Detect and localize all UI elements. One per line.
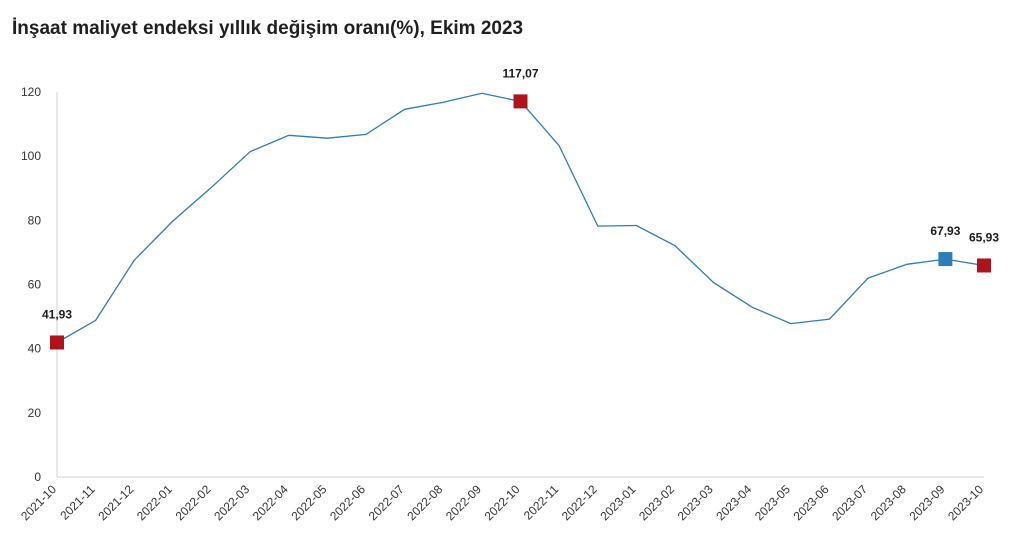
x-tick-label: 2023-02 — [636, 482, 677, 523]
y-tick-label: 100 — [21, 149, 41, 163]
data-point-marker — [938, 252, 953, 267]
data-label: 117,07 — [502, 66, 538, 80]
series-line — [56, 92, 985, 344]
x-tick-label: 2022-08 — [404, 482, 445, 523]
data-label: 65,93 — [969, 230, 999, 244]
highlight-markers — [50, 94, 991, 350]
x-tick-label: 2021-12 — [95, 482, 136, 523]
x-tick-label: 2023-03 — [675, 482, 716, 523]
x-tick-label: 2022-05 — [288, 482, 329, 523]
x-tick-label: 2022-03 — [211, 482, 252, 523]
y-tick-label: 60 — [28, 278, 42, 292]
x-tick-label: 2022-04 — [250, 482, 291, 523]
y-tick-label: 20 — [28, 406, 42, 420]
x-tick-label: 2022-02 — [173, 482, 214, 523]
series-line-group — [56, 92, 985, 344]
x-tick-label: 2022-11 — [521, 482, 562, 523]
y-tick-label: 120 — [21, 85, 41, 99]
y-axis-ticks: 0 20 40 60 80 100 120 — [21, 85, 41, 484]
x-tick-label: 2022-01 — [134, 482, 175, 523]
x-tick-label: 2023-05 — [752, 482, 793, 523]
x-tick-label: 2022-09 — [443, 482, 484, 523]
x-axis-ticks: 2021-102021-112021-122022-012022-022022-… — [18, 482, 986, 523]
x-tick-label: 2021-11 — [57, 482, 98, 523]
data-point-marker — [513, 94, 528, 109]
x-tick-label: 2022-07 — [366, 482, 407, 523]
chart-title: İnşaat maliyet endeksi yıllık değişim or… — [12, 18, 524, 39]
x-tick-label: 2023-07 — [829, 482, 870, 523]
data-label: 41,93 — [42, 307, 72, 321]
y-tick-label: 40 — [28, 342, 42, 356]
x-tick-label: 2022-10 — [482, 482, 523, 523]
x-tick-label: 2023-01 — [597, 482, 638, 523]
x-tick-label: 2022-12 — [559, 482, 600, 523]
data-point-marker — [977, 258, 991, 273]
x-tick-label: 2023-06 — [791, 482, 832, 523]
chart-axes — [56, 92, 984, 478]
y-tick-label: 80 — [28, 213, 42, 227]
x-tick-label: 2023-08 — [868, 482, 909, 523]
x-tick-label: 2023-04 — [713, 482, 754, 523]
x-tick-label: 2021-10 — [18, 482, 59, 523]
data-labels: 41,93 117,07 67,93 65,93 — [42, 66, 999, 321]
data-label: 67,93 — [930, 224, 960, 238]
x-tick-label: 2023-09 — [906, 482, 947, 523]
x-tick-label: 2022-06 — [327, 482, 368, 523]
data-point-marker — [50, 335, 64, 350]
y-tick-label: 0 — [34, 470, 41, 484]
x-tick-label: 2023-10 — [945, 482, 986, 523]
